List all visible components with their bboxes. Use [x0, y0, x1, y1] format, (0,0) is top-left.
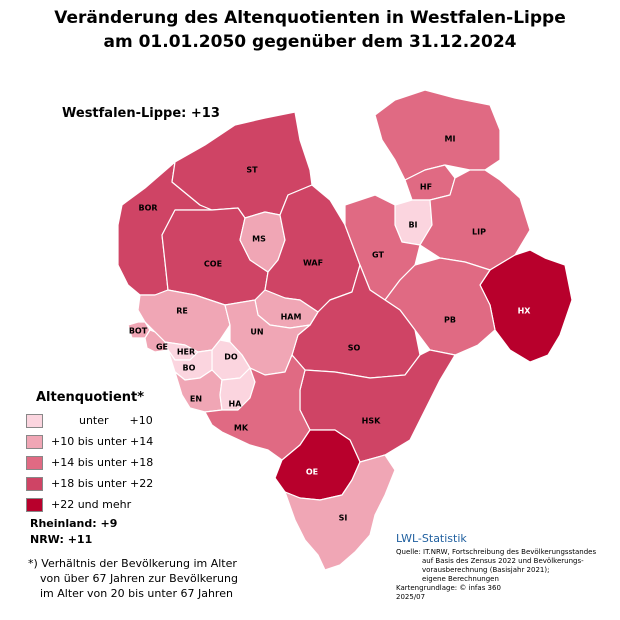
district-SI[interactable]: [284, 454, 396, 571]
title-line-1: Veränderung des Altenquotienten in Westf…: [54, 8, 566, 28]
label-SO: SO: [348, 344, 361, 353]
label-HA: HA: [229, 400, 243, 409]
label-DO: DO: [224, 353, 238, 362]
legend-swatch: [26, 497, 43, 512]
footnote-line-2: von über 67 Jahren zur Bevölkerung: [40, 572, 238, 585]
nrw-value: NRW: +11: [30, 533, 93, 546]
legend-label: +18 bis unter +22: [51, 477, 154, 490]
label-GT: GT: [372, 251, 384, 260]
legend: unter +10 +10 bis unter +14 +14 bis unte…: [26, 410, 153, 515]
label-HER: HER: [177, 348, 195, 357]
label-UN: UN: [250, 328, 263, 337]
legend-item: +22 und mehr: [26, 494, 153, 515]
label-SI: SI: [339, 514, 348, 523]
label-RE: RE: [176, 307, 188, 316]
legend-item: +10 bis unter +14: [26, 431, 153, 452]
legend-label: +22 und mehr: [51, 498, 132, 511]
footnote-line-3: im Alter von 20 bis unter 67 Jahren: [40, 587, 233, 600]
label-MK: MK: [234, 424, 249, 433]
title-line-2: am 01.01.2050 gegenüber dem 31.12.2024: [103, 32, 517, 52]
source-line-3: vorausberechnung (Basisjahr 2021);: [422, 566, 550, 574]
label-OE: OE: [306, 468, 318, 477]
region-summary: Rheinland: +9 NRW: +11: [30, 516, 117, 548]
source-line-5: Kartengrundlage: © infas 360: [396, 584, 501, 592]
label-WAF: WAF: [303, 259, 323, 268]
legend-swatch: [26, 434, 43, 449]
source-line-4: eigene Berechnungen: [422, 575, 499, 583]
label-HSK: HSK: [362, 417, 381, 426]
label-BOT: BOT: [129, 327, 148, 336]
brand-label: LWL-Statistik: [396, 532, 467, 545]
label-BI: BI: [408, 221, 417, 230]
label-EN: EN: [190, 395, 202, 404]
footnote: *) Verhältnis der Bevölkerung im Alter v…: [28, 556, 238, 601]
legend-label: +14 bis unter +18: [51, 456, 154, 469]
legend-swatch: [26, 476, 43, 491]
label-COE: COE: [204, 260, 222, 269]
label-LIP: LIP: [472, 228, 486, 237]
district-MK[interactable]: [204, 354, 311, 461]
label-HAM: HAM: [281, 313, 302, 322]
footnote-line-1: *) Verhältnis der Bevölkerung im Alter: [28, 557, 237, 570]
source-line-6: 2025/07: [396, 593, 426, 601]
label-BO: BO: [183, 364, 196, 373]
legend-swatch: [26, 413, 43, 428]
label-ST: ST: [246, 166, 258, 175]
label-MI: MI: [445, 135, 456, 144]
label-MS: MS: [252, 235, 266, 244]
legend-label: +10 bis unter +14: [51, 435, 154, 448]
legend-item: unter +10: [26, 410, 153, 431]
legend-swatch: [26, 455, 43, 470]
source-line-1: Quelle: IT.NRW, Fortschreibung des Bevöl…: [396, 548, 597, 556]
label-HF: HF: [420, 183, 432, 192]
source-line-2: auf Basis des Zensus 2022 und Bevölkerun…: [422, 557, 584, 565]
westfalen-lippe-summary: Westfalen-Lippe: +13: [62, 106, 220, 121]
legend-item: +14 bis unter +18: [26, 452, 153, 473]
label-GE: GE: [156, 343, 168, 352]
legend-item: +18 bis unter +22: [26, 473, 153, 494]
label-HX: HX: [518, 307, 532, 316]
rheinland-value: Rheinland: +9: [30, 517, 118, 530]
label-PB: PB: [444, 316, 456, 325]
source-note: Quelle: IT.NRW, Fortschreibung des Bevöl…: [396, 548, 616, 602]
legend-label: unter +10: [51, 414, 153, 427]
district-LIP[interactable]: [419, 169, 531, 271]
map-title: Veränderung des Altenquotienten in Westf…: [0, 6, 620, 54]
label-BOR: BOR: [138, 204, 157, 213]
legend-title: Altenquotient*: [36, 390, 145, 405]
